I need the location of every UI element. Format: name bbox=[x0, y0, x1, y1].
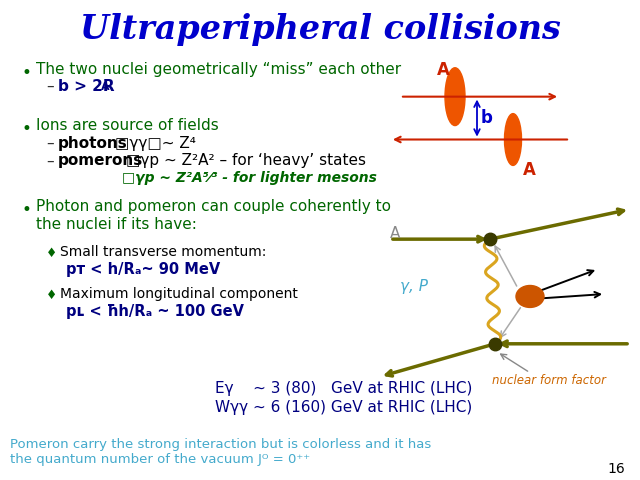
Text: Ions are source of fields: Ions are source of fields bbox=[36, 118, 219, 132]
Text: A: A bbox=[437, 61, 450, 79]
Text: b > 2R: b > 2R bbox=[58, 79, 115, 94]
Text: A: A bbox=[390, 226, 401, 240]
Ellipse shape bbox=[504, 114, 522, 166]
Text: –: – bbox=[46, 79, 54, 94]
Text: Wγγ ~ 6 (160) GeV at RHIC (LHC): Wγγ ~ 6 (160) GeV at RHIC (LHC) bbox=[215, 399, 472, 415]
Text: Pomeron carry the strong interaction but is colorless and it has
the quantum num: Pomeron carry the strong interaction but… bbox=[10, 438, 431, 467]
Text: Small transverse momentum:: Small transverse momentum: bbox=[60, 245, 266, 259]
Text: pᴛ < h/Rₐ~ 90 MeV: pᴛ < h/Rₐ~ 90 MeV bbox=[66, 262, 220, 277]
Text: □γγ□~ Z⁴: □γγ□~ Z⁴ bbox=[115, 135, 196, 151]
Text: The two nuclei geometrically “miss” each other: The two nuclei geometrically “miss” each… bbox=[36, 62, 401, 77]
Text: photons: photons bbox=[58, 135, 128, 151]
Text: •: • bbox=[22, 64, 32, 82]
Text: –: – bbox=[46, 154, 54, 168]
Text: □γp ~ Z²A² – for ‘heavy’ states: □γp ~ Z²A² – for ‘heavy’ states bbox=[126, 154, 366, 168]
Text: •: • bbox=[22, 201, 32, 219]
Text: nuclear form factor: nuclear form factor bbox=[492, 374, 606, 387]
Text: pomerons: pomerons bbox=[58, 154, 143, 168]
Text: γ, P: γ, P bbox=[400, 279, 428, 295]
Text: b: b bbox=[481, 109, 493, 127]
Text: –: – bbox=[46, 135, 54, 151]
Text: Eγ    ~ 3 (80)   GeV at RHIC (LHC): Eγ ~ 3 (80) GeV at RHIC (LHC) bbox=[215, 381, 472, 396]
Text: Maximum longitudinal component: Maximum longitudinal component bbox=[60, 287, 298, 301]
Text: •: • bbox=[22, 120, 32, 138]
Text: Photon and pomeron can couple coherently to
the nuclei if its have:: Photon and pomeron can couple coherently… bbox=[36, 199, 391, 232]
Text: pʟ < ħh/Rₐ ~ 100 GeV: pʟ < ħh/Rₐ ~ 100 GeV bbox=[66, 304, 244, 319]
Ellipse shape bbox=[516, 286, 544, 307]
Text: Ultraperipheral collisions: Ultraperipheral collisions bbox=[79, 13, 561, 47]
Ellipse shape bbox=[445, 68, 465, 126]
Text: A: A bbox=[523, 161, 536, 180]
Text: A: A bbox=[101, 82, 109, 92]
Text: □γp ~ Z²A⁵⁄³ - for lighter mesons: □γp ~ Z²A⁵⁄³ - for lighter mesons bbox=[122, 171, 377, 185]
Text: ♦: ♦ bbox=[46, 289, 57, 302]
Text: 16: 16 bbox=[607, 462, 625, 476]
Text: ♦: ♦ bbox=[46, 247, 57, 260]
